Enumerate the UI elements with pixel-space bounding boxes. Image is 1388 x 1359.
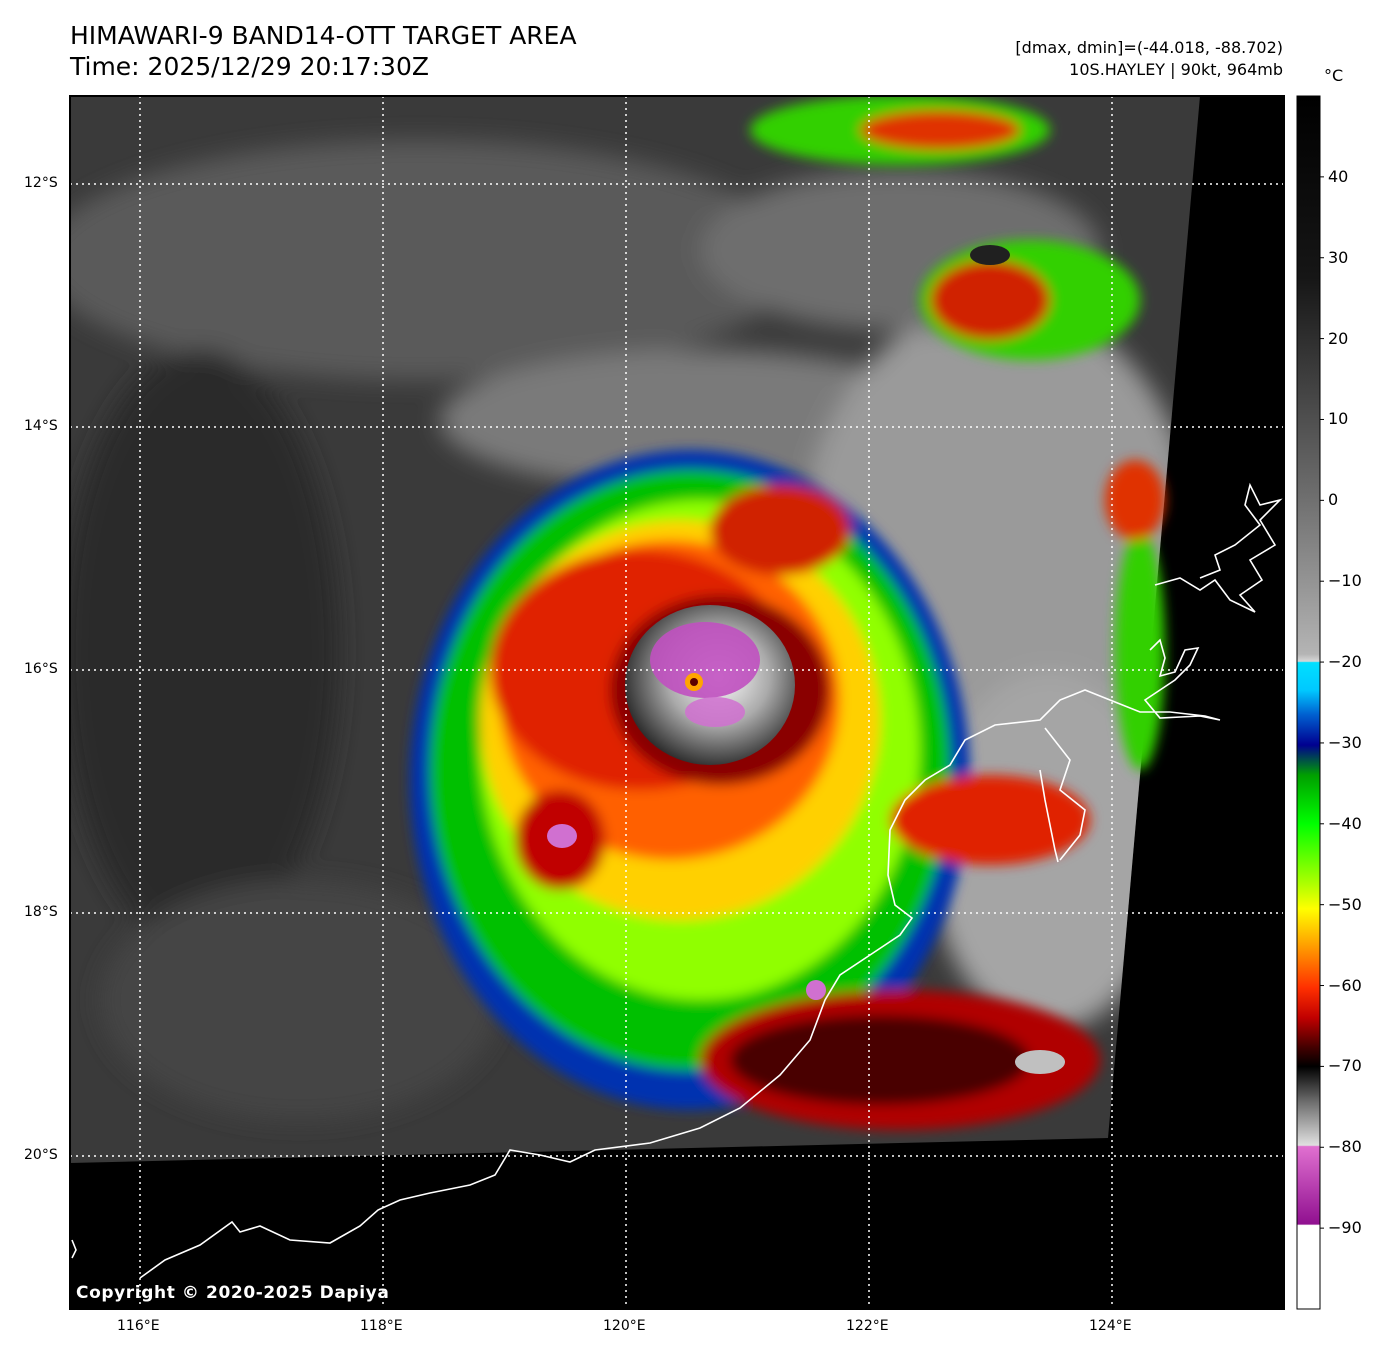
lat-label: 18°S xyxy=(24,904,58,920)
copyright-notice: Copyright © 2020-2025 Dapiya xyxy=(76,1283,390,1303)
storm-info: [dmax, dmin]=(-44.018, -88.702) 10S.HAYL… xyxy=(1015,37,1283,81)
lon-label: 118°E xyxy=(360,1318,403,1334)
colorbar-tick-label: −10 xyxy=(1328,571,1362,591)
title-line-2: Time: 2025/12/29 20:17:30Z xyxy=(70,52,429,81)
colorbar-tick-label: −50 xyxy=(1328,894,1362,914)
chart-title: HIMAWARI-9 BAND14-OTT TARGET AREA Time: … xyxy=(70,20,577,82)
lat-label: 12°S xyxy=(24,175,58,191)
gridlines xyxy=(70,96,1284,1309)
lon-label: 116°E xyxy=(117,1318,160,1334)
colorbar-tick-label: −60 xyxy=(1328,975,1362,995)
colorbar-tick-label: −40 xyxy=(1328,813,1362,833)
colorbar-tick-label: 0 xyxy=(1328,490,1339,510)
lat-label: 16°S xyxy=(24,661,58,677)
coastline xyxy=(71,482,1283,1279)
title-line-1: HIMAWARI-9 BAND14-OTT TARGET AREA xyxy=(70,21,577,50)
coldest-cloud-tops xyxy=(650,622,760,698)
colorbar-tick-label: −80 xyxy=(1328,1137,1362,1157)
colorbar-tick-label: 20 xyxy=(1328,328,1349,348)
colorbar-tick-label: 10 xyxy=(1328,409,1349,429)
lon-label: 122°E xyxy=(846,1318,889,1334)
colorbar-tick-label: −70 xyxy=(1328,1056,1362,1076)
colorbar-tick-label: −90 xyxy=(1328,1218,1362,1238)
colorbar-unit: °C xyxy=(1324,66,1344,85)
map-frame xyxy=(69,95,1285,1310)
lon-label: 120°E xyxy=(603,1318,646,1334)
colorbar-tick-label: −20 xyxy=(1328,652,1362,672)
lon-label: 124°E xyxy=(1089,1318,1132,1334)
stats-line-2: 10S.HAYLEY | 90kt, 964mb xyxy=(1069,60,1283,79)
lat-label: 14°S xyxy=(24,418,58,434)
colorbar-tick-label: 30 xyxy=(1328,247,1349,267)
colorbar-tick-label: 40 xyxy=(1328,166,1349,186)
stats-line-1: [dmax, dmin]=(-44.018, -88.702) xyxy=(1015,38,1283,57)
colorbar-tick-label: −30 xyxy=(1328,732,1362,752)
colorbar-gradient xyxy=(1296,95,1321,1310)
colorbar xyxy=(1296,95,1321,1310)
lat-label: 20°S xyxy=(24,1147,58,1163)
